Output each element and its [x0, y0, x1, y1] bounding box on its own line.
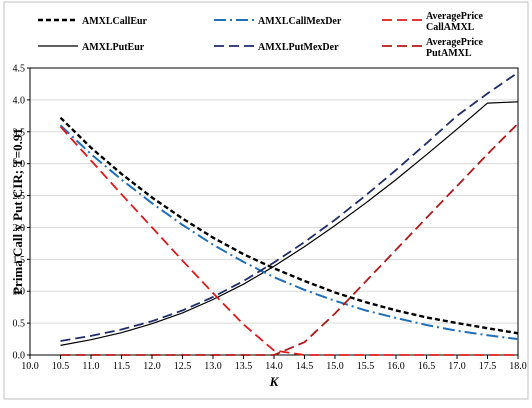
series-line-6 [60, 122, 519, 356]
y-tick-label: 0.5 [13, 319, 26, 330]
legend-label-3: AMXLCallMexDer [258, 16, 342, 27]
y-tick-label: 1.0 [13, 287, 26, 298]
legend-label-line: CallAMXL [426, 22, 475, 33]
legend-label-5: AveragePrice CallAMXL [426, 11, 484, 33]
y-tick-label: 3.5 [13, 127, 26, 138]
x-tick-label: 15.5 [357, 361, 375, 372]
series-layer [59, 71, 519, 356]
x-axis-title: K [269, 374, 280, 389]
y-axis-title: Prima Call y Put CIR; T=0.91 [10, 128, 25, 295]
x-tick-label: 16.0 [387, 361, 405, 372]
y-tick-label: 2.0 [13, 223, 26, 234]
x-tick-label: 16.5 [418, 361, 436, 372]
y-tick-label: 4.0 [13, 95, 26, 106]
legend-label-4: AMXLPutMexDer [258, 42, 339, 53]
legend-label-line: PutAMXL [426, 48, 472, 59]
x-tick-label: 10.5 [52, 361, 70, 372]
y-tick-label: 0.0 [13, 351, 26, 362]
x-tick-label: 15.0 [326, 361, 344, 372]
series-line-4 [60, 71, 519, 342]
x-tick-label: 14.0 [265, 361, 283, 372]
x-tick-label: 14.5 [296, 361, 314, 372]
x-tick-label: 10.0 [21, 361, 39, 372]
chart-area-border [3, 1, 529, 400]
y-tick-label: 3.0 [13, 159, 26, 170]
x-tick-label: 13.5 [235, 361, 253, 372]
x-tick-label: 11.5 [113, 361, 130, 372]
x-tick-label: 12.5 [174, 361, 192, 372]
x-tick-label: 17.5 [479, 361, 497, 372]
series-line-5 [59, 126, 518, 356]
legend-label-2: AMXLPutEur [82, 42, 145, 53]
legend-label-1: AMXLCallEur [82, 16, 148, 27]
x-tick-label: 11.0 [82, 361, 99, 372]
legend-label-6: AveragePrice PutAMXL [426, 37, 484, 59]
y-tick-label: 4.5 [13, 64, 26, 75]
x-tick-label: 17.0 [448, 361, 466, 372]
y-tick-label: 1.5 [13, 255, 26, 266]
x-tick-label: 18.0 [509, 361, 527, 372]
legend-label-line: AveragePrice [426, 11, 484, 22]
tick-labels: 0.0 0.5 1.0 1.5 2.0 2.5 3.0 3.5 4.0 4.5 10.0 10.5 11… [13, 64, 527, 373]
legend-label-line: AveragePrice [426, 37, 484, 48]
legend: AMXLCallEur AMXLPutEur AMXLCallMexDer AMXLP… [38, 11, 484, 59]
x-tick-label: 12.0 [143, 361, 161, 372]
x-tick-label: 13.0 [204, 361, 222, 372]
y-tick-label: 2.5 [13, 191, 26, 202]
series-line-2 [60, 101, 519, 346]
